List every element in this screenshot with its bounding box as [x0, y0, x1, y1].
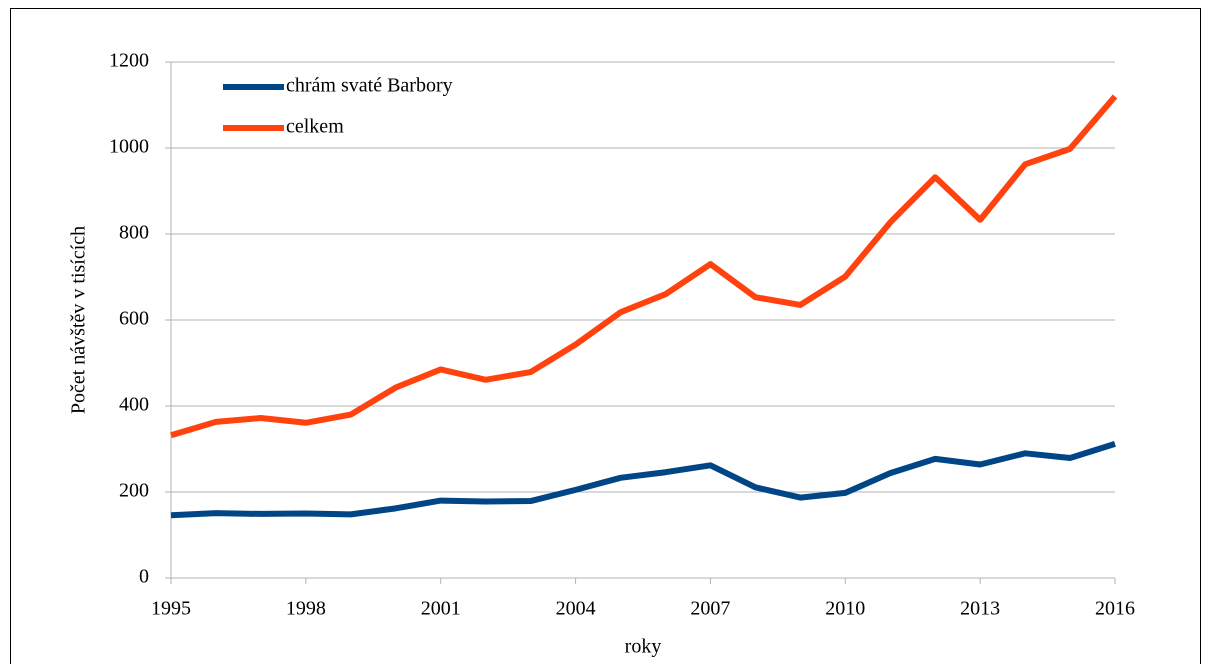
- x-tick-label: 1995: [151, 598, 191, 620]
- y-tick-label: 800: [119, 222, 149, 244]
- y-tick-label: 1000: [109, 136, 149, 158]
- y-tick-label: 600: [119, 308, 149, 330]
- y-tick-label: 1200: [109, 50, 149, 72]
- y-tick-label: 200: [119, 480, 149, 502]
- chart-frame: [10, 8, 1201, 664]
- x-tick-label: 2001: [421, 598, 461, 620]
- y-tick-label: 400: [119, 394, 149, 416]
- y-tick-label: 0: [139, 566, 149, 588]
- x-tick-label: 2013: [960, 598, 1000, 620]
- x-axis-label: roky: [625, 636, 662, 658]
- y-axis-label: Počet návštěv v tisících: [68, 226, 90, 414]
- series-line: [170, 94, 1118, 439]
- legend-label: chrám svaté Barbory: [286, 75, 453, 97]
- x-tick-label: 2004: [556, 598, 596, 620]
- x-tick-label: 1998: [286, 598, 326, 620]
- x-tick-label: 2007: [690, 598, 730, 620]
- series-line: [170, 440, 1116, 519]
- x-tick-label: 2010: [825, 598, 865, 620]
- legend-label: celkem: [286, 116, 344, 138]
- x-tick-label: 2016: [1095, 598, 1135, 620]
